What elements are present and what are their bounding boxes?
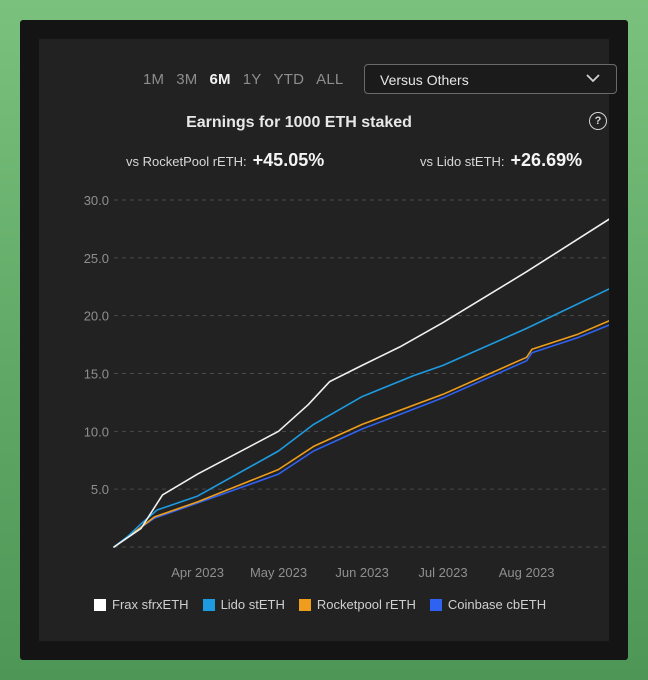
chevron-down-icon bbox=[586, 74, 600, 83]
legend-swatch-coinbase bbox=[429, 598, 442, 611]
chart-title: Earnings for 1000 ETH staked bbox=[186, 114, 412, 131]
stat-rocketpool-label: vs RocketPool rETH: bbox=[126, 154, 247, 169]
legend-label-rocketpool: Rocketpool rETH bbox=[316, 597, 416, 612]
y-tick-label: 20.0 bbox=[84, 309, 109, 324]
range-tabs: 1M 3M 6M 1Y YTD ALL bbox=[143, 71, 355, 88]
legend-label-frax: Frax sfrxETH bbox=[112, 597, 189, 612]
series-line-lido-steth bbox=[113, 288, 609, 548]
x-tick-label: Jul 2023 bbox=[418, 565, 467, 580]
x-tick-label: Jun 2023 bbox=[335, 565, 389, 580]
y-tick-label: 25.0 bbox=[84, 251, 109, 266]
x-tick-label: Apr 2023 bbox=[171, 565, 224, 580]
legend-item-frax[interactable]: Frax sfrxETH bbox=[94, 597, 189, 612]
earnings-line-chart: 5.0 10.0 15.0 20.0 25.0 30.0 Apr 2023 May 2023 J… bbox=[84, 193, 609, 580]
stat-lido-label: vs Lido stETH: bbox=[420, 154, 505, 169]
range-tab-1m[interactable]: 1M bbox=[143, 71, 165, 88]
legend-label-lido: Lido stETH bbox=[220, 597, 285, 612]
legend-label-coinbase: Coinbase cbETH bbox=[447, 597, 547, 612]
chart-legend: Frax sfrxETH Lido stETH Rocketpool rETH … bbox=[94, 597, 560, 612]
y-tick-label: 30.0 bbox=[84, 193, 109, 208]
legend-swatch-rocketpool bbox=[298, 598, 311, 611]
stat-lido-value: +26.69% bbox=[510, 150, 583, 170]
legend-swatch-frax bbox=[94, 598, 106, 611]
compare-select[interactable]: Versus Others bbox=[364, 64, 617, 94]
y-tick-label: 10.0 bbox=[84, 424, 109, 439]
y-tick-label: 15.0 bbox=[84, 367, 109, 382]
widget-frame: 1M 3M 6M 1Y YTD ALL Versus Others Earnin… bbox=[20, 20, 628, 660]
range-tab-6m[interactable]: 6M bbox=[209, 71, 231, 88]
y-tick-label: 5.0 bbox=[91, 482, 109, 497]
range-tab-3m[interactable]: 3M bbox=[176, 71, 198, 88]
stat-vs-lido: vs Lido stETH: +26.69% bbox=[420, 150, 582, 171]
stat-vs-rocketpool: vs RocketPool rETH: +45.05% bbox=[126, 150, 324, 171]
series-line-rocketpool-reth bbox=[113, 319, 609, 548]
series-line-frax-sfrxeth bbox=[113, 218, 609, 548]
help-icon[interactable]: ? bbox=[589, 112, 607, 130]
earnings-panel: 1M 3M 6M 1Y YTD ALL Versus Others Earnin… bbox=[39, 39, 617, 641]
stat-rocketpool-value: +45.05% bbox=[252, 150, 325, 170]
legend-item-lido[interactable]: Lido stETH bbox=[202, 597, 285, 612]
range-tab-ytd[interactable]: YTD bbox=[273, 71, 305, 88]
range-tab-all[interactable]: ALL bbox=[316, 71, 344, 88]
x-tick-label: Aug 2023 bbox=[499, 565, 555, 580]
legend-item-rocketpool[interactable]: Rocketpool rETH bbox=[298, 597, 416, 612]
range-tab-1y[interactable]: 1Y bbox=[242, 71, 262, 88]
legend-swatch-lido bbox=[202, 598, 215, 611]
compare-select-value: Versus Others bbox=[380, 72, 469, 88]
legend-item-coinbase[interactable]: Coinbase cbETH bbox=[429, 597, 547, 612]
x-tick-label: May 2023 bbox=[250, 565, 307, 580]
series-line-coinbase-cbeth bbox=[113, 324, 609, 548]
